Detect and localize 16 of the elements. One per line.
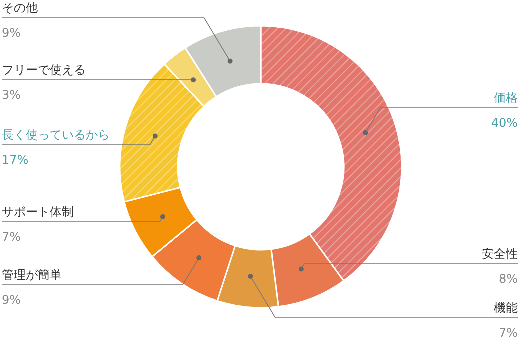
slice-label: 安全性 [482, 247, 518, 261]
data-label: 7% [498, 326, 518, 339]
slice-label: その他 [2, 1, 38, 15]
data-label: 40% [491, 116, 518, 130]
slice-label: フリーで使える [2, 63, 86, 77]
data-label: 3% [2, 88, 22, 102]
data-label: 9% [2, 26, 22, 40]
slice-label: 長く使っているから [2, 128, 110, 142]
slice-label: 管理が簡単 [2, 268, 62, 282]
slice-label: サポート体制 [2, 205, 74, 219]
data-label: 17% [2, 153, 29, 167]
slice-label: 価格 [494, 91, 518, 105]
data-label: 8% [498, 272, 518, 286]
data-label: 7% [2, 230, 22, 244]
slice-label: 機能 [494, 301, 518, 315]
data-label: 9% [2, 293, 22, 307]
